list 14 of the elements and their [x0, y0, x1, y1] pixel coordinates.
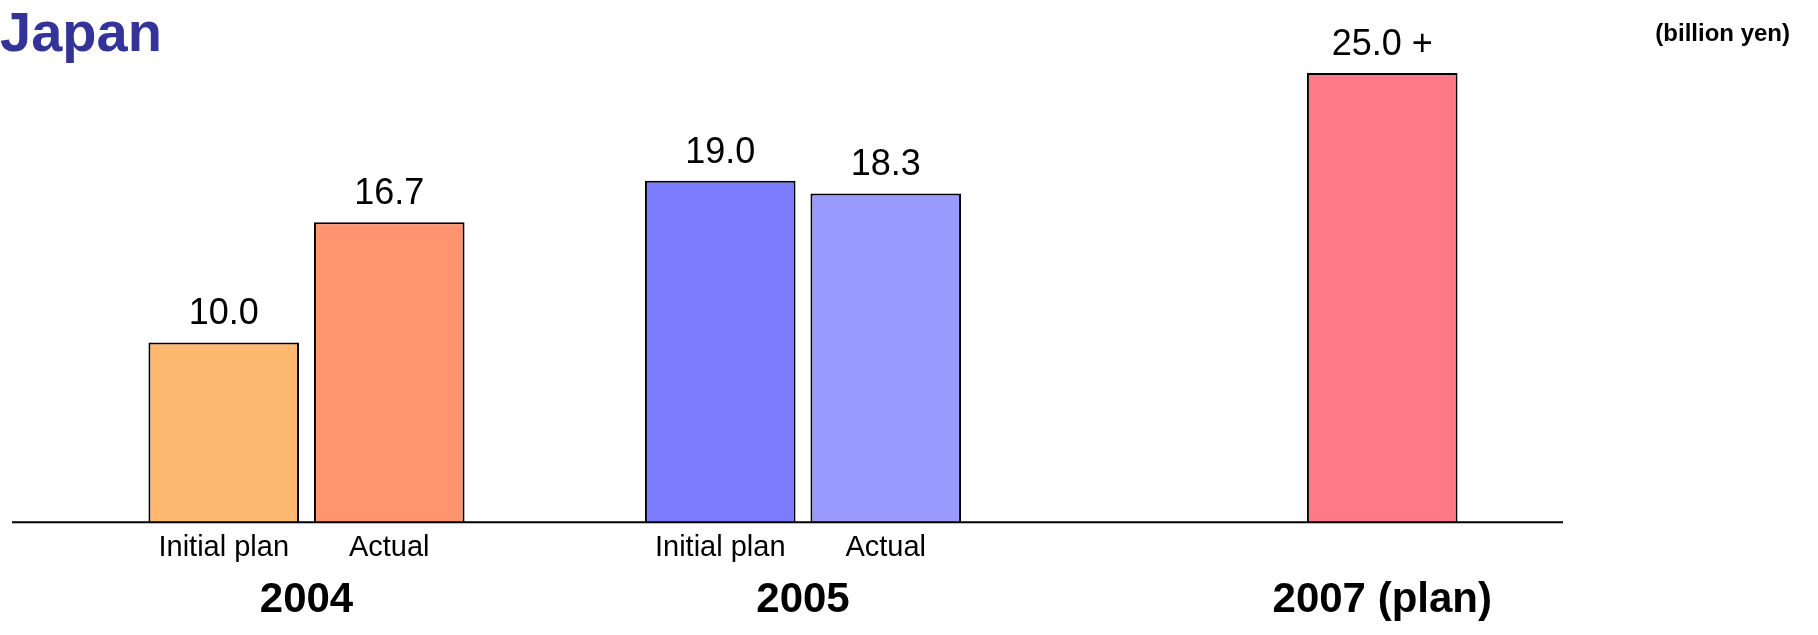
data-label: 16.7 — [354, 171, 425, 213]
chart-title: Japan — [0, 0, 162, 64]
x-tick-label: Initial plan — [158, 529, 290, 562]
data-label: 10.0 — [188, 291, 259, 333]
x-tick-label: Actual — [348, 529, 430, 562]
data-label: 25.0 + — [1331, 21, 1433, 63]
text: 2004 — [259, 573, 354, 621]
x-tick-label: Actual — [845, 529, 927, 562]
data-label: 19.0 — [685, 129, 756, 171]
data-label: 18.3 — [850, 142, 921, 184]
text: 2005 — [756, 573, 850, 621]
text: 2007 (plan) — [1272, 573, 1492, 621]
y-axis-title: (billion yen) — [1655, 18, 1790, 46]
x-tick-label: Initial plan — [654, 529, 786, 562]
